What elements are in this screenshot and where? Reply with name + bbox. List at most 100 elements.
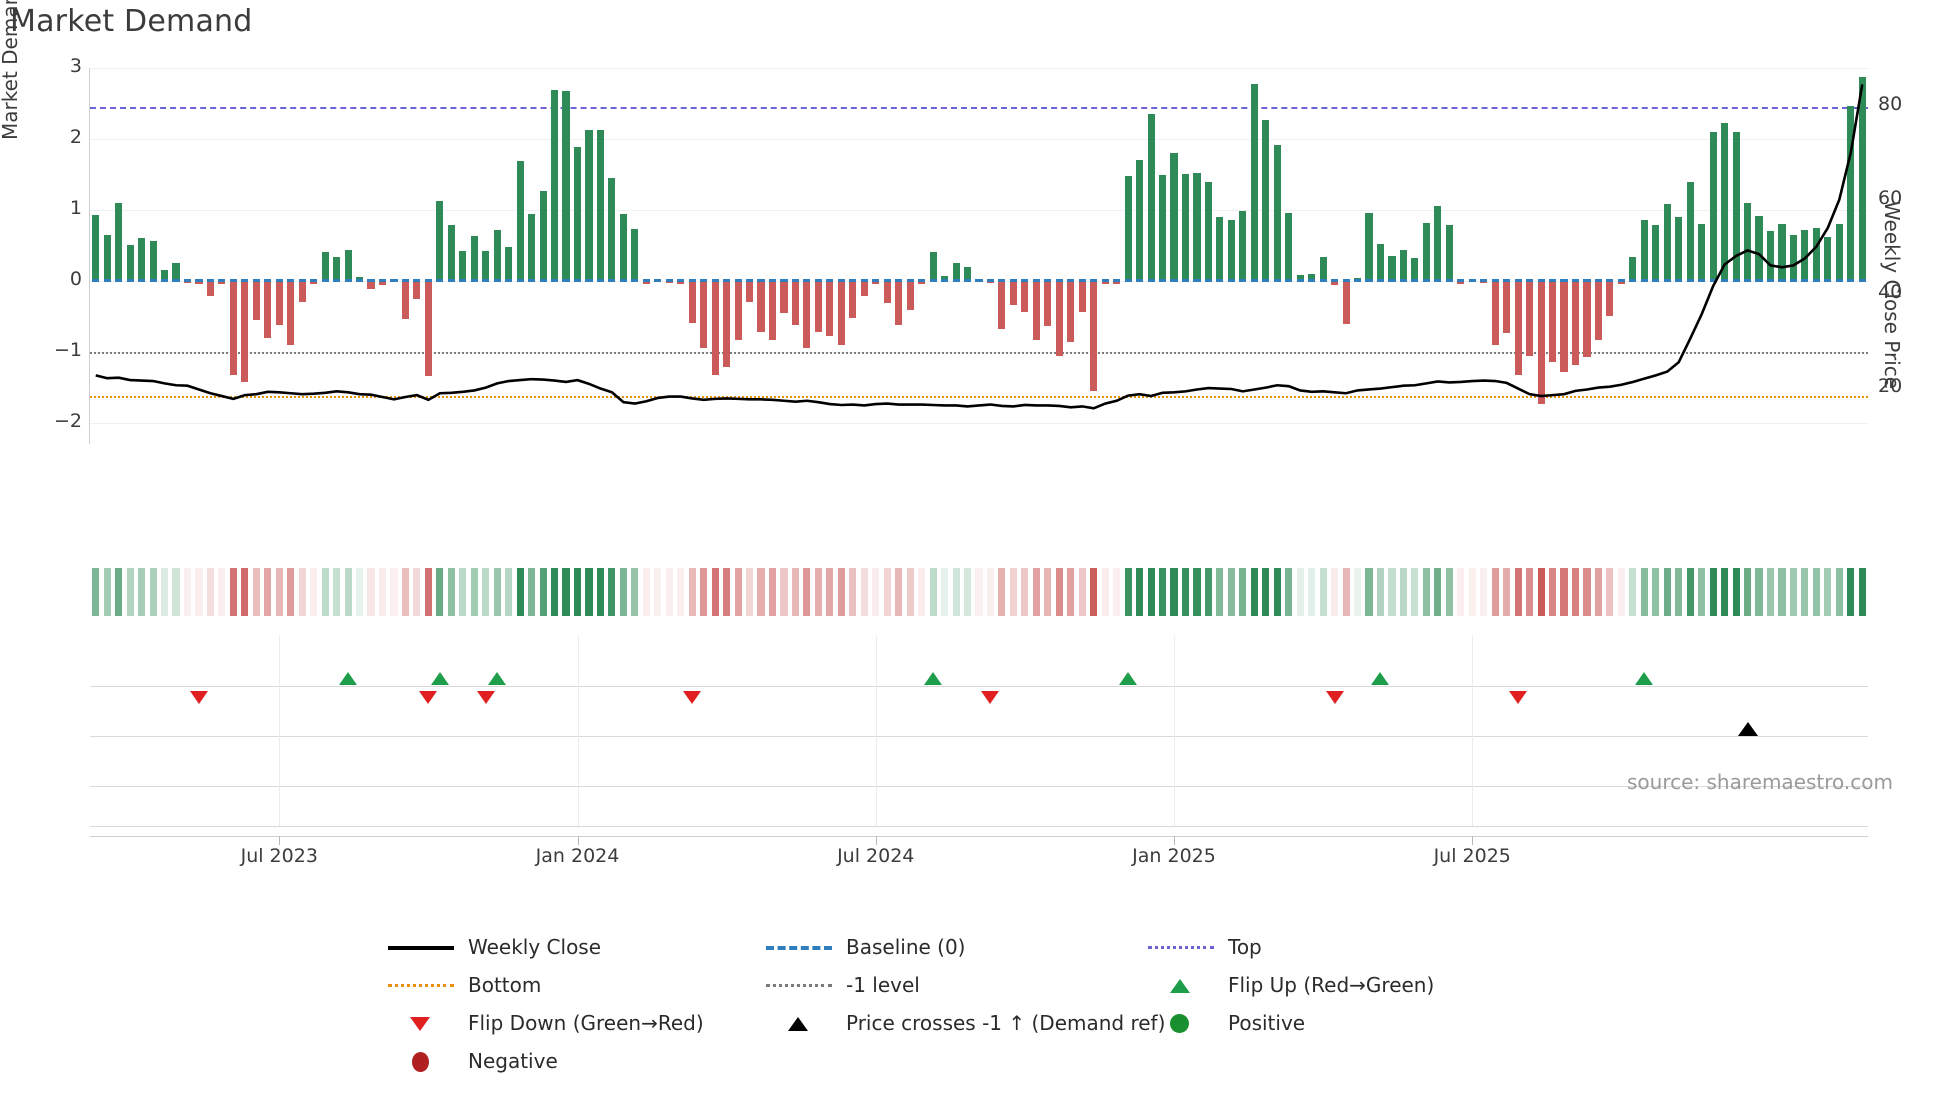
legend-item[interactable]: Baseline (0) (764, 928, 965, 966)
intensity-cell (493, 568, 501, 616)
demand-bar (1629, 257, 1637, 281)
intensity-cell (1239, 568, 1247, 616)
top-reference-line (90, 107, 1868, 110)
demand-bar (298, 280, 306, 303)
legend-item[interactable]: Weekly Close (386, 928, 601, 966)
baseline-tick (1514, 279, 1522, 283)
demand-bar (860, 280, 868, 296)
legend-glyph (764, 975, 834, 995)
demand-bar (619, 214, 627, 281)
baseline-tick (1548, 279, 1557, 283)
demand-bar (1583, 280, 1591, 357)
x-axis-tick-mark (279, 836, 281, 845)
demand-bar (1078, 280, 1086, 313)
demand-bar (1571, 280, 1580, 365)
demand-bar (1835, 224, 1843, 281)
baseline-tick (814, 279, 822, 283)
demand-bar (287, 280, 295, 346)
demand-bar (459, 251, 467, 281)
baseline-tick (677, 279, 685, 283)
x-axis-tick-mark (577, 836, 579, 845)
intensity-cell (952, 568, 960, 616)
demand-bar (1847, 105, 1855, 281)
legend-item[interactable]: Bottom (386, 966, 541, 1004)
baseline-tick (918, 279, 926, 283)
demand-bar (1640, 219, 1648, 281)
demand-bar (1652, 224, 1660, 281)
baseline-tick (791, 279, 800, 283)
demand-bar (1227, 219, 1235, 281)
baseline-tick (1044, 279, 1052, 283)
intensity-cell (1250, 568, 1258, 616)
intensity-cell (1755, 568, 1763, 616)
intensity-cell (1422, 568, 1430, 616)
baseline-tick (321, 279, 329, 283)
intensity-cell (746, 568, 754, 616)
legend-item[interactable]: Price crosses -1 ↑ (Demand ref) (764, 1004, 1165, 1042)
legend-glyph (764, 937, 834, 957)
intensity-cell (1170, 568, 1178, 616)
baseline-tick (1365, 279, 1373, 283)
baseline-tick (126, 279, 134, 283)
x-gridline (875, 636, 877, 826)
demand-bar (1388, 256, 1396, 281)
demand-bar (562, 90, 570, 281)
intensity-cell (539, 568, 547, 616)
flip-down-marker-icon (683, 691, 702, 704)
intensity-cell (1801, 568, 1809, 616)
legend-row: Flip Down (Green→Red) Price crosses -1 ↑ … (386, 1004, 1786, 1042)
intensity-cell (1262, 568, 1270, 616)
y-axis-left-tick-label: −1 (53, 338, 82, 361)
intensity-cell (791, 568, 800, 616)
demand-bar (746, 280, 754, 303)
baseline-tick (1801, 279, 1809, 283)
intensity-cell (367, 568, 375, 616)
demand-bar (700, 280, 708, 349)
demand-bar (1422, 223, 1430, 281)
flip-up-marker-icon (1635, 672, 1654, 685)
intensity-cell (1273, 568, 1281, 616)
baseline-tick (1078, 279, 1086, 283)
baseline-tick (470, 279, 478, 283)
demand-bar (585, 129, 593, 281)
baseline-tick (1721, 279, 1729, 283)
baseline-tick (551, 279, 559, 283)
baseline-tick (1766, 279, 1775, 283)
y-axis-right-tick-label: 40 (1878, 280, 1903, 303)
demand-bar (1755, 215, 1763, 281)
baseline-tick (1090, 279, 1098, 283)
intensity-cell (229, 568, 237, 616)
baseline-tick (482, 279, 490, 283)
baseline-tick (1526, 279, 1534, 283)
demand-bar (1032, 280, 1040, 341)
baseline-tick (1331, 279, 1339, 283)
intensity-cell (1560, 568, 1568, 616)
demand-bar (516, 160, 524, 281)
baseline-tick (1055, 279, 1063, 283)
baseline-tick (1353, 279, 1362, 283)
legend-item[interactable]: Negative (386, 1042, 558, 1080)
legend-item[interactable]: Positive (1146, 1004, 1305, 1042)
demand-bar (1193, 172, 1201, 281)
demand-bar (895, 280, 903, 325)
legend-item[interactable]: Flip Down (Green→Red) (386, 1004, 704, 1042)
legend-item[interactable]: Flip Up (Red→Green) (1146, 966, 1434, 1004)
legend-item[interactable]: Top (1146, 928, 1262, 966)
y-axis-left-tick-label: 0 (69, 267, 82, 290)
legend-item[interactable]: -1 level (764, 966, 920, 1004)
intensity-cell (1571, 568, 1580, 616)
demand-bar (849, 280, 857, 318)
intensity-cell (195, 568, 203, 616)
intensity-cell (906, 568, 914, 616)
dotted-line-icon (766, 984, 832, 987)
baseline-tick (1101, 279, 1109, 283)
flip-up-marker-icon (339, 672, 358, 685)
baseline-tick (1262, 279, 1270, 283)
demand-bar (424, 280, 432, 376)
intensity-cell (1652, 568, 1660, 616)
intensity-cell (895, 568, 903, 616)
baseline-tick (115, 279, 123, 283)
baseline-tick (447, 279, 455, 283)
baseline-tick (1594, 279, 1602, 283)
solid-line-icon (388, 946, 454, 950)
